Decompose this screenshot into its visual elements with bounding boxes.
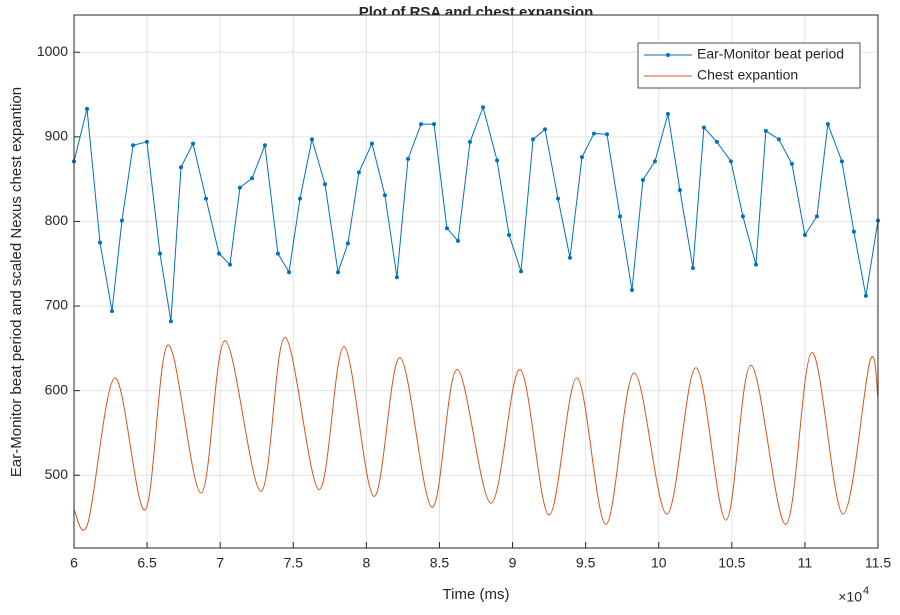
data-point — [839, 159, 844, 164]
data-point — [204, 196, 209, 201]
data-point — [456, 238, 461, 243]
data-point — [144, 139, 149, 144]
plot-area — [74, 15, 878, 548]
y-tick-label: 800 — [45, 212, 69, 228]
x-exponent-power: 4 — [863, 585, 869, 597]
data-point — [531, 137, 536, 142]
data-point — [382, 193, 387, 198]
data-point — [542, 127, 547, 132]
x-tick-label: 11.5 — [865, 555, 891, 571]
legend-label: Chest expantion — [697, 67, 798, 83]
data-point — [604, 132, 609, 137]
data-point — [250, 176, 255, 181]
data-point — [617, 214, 622, 219]
data-point — [262, 143, 267, 148]
data-point — [753, 262, 758, 267]
data-point — [119, 218, 124, 223]
data-point — [701, 125, 706, 130]
x-exponent-base: ×10 — [838, 589, 862, 605]
data-point — [507, 232, 512, 237]
x-tick-label: 9.5 — [576, 555, 596, 571]
data-point — [237, 185, 242, 190]
data-point — [740, 214, 745, 219]
data-point — [98, 240, 103, 245]
data-point — [802, 232, 807, 237]
data-point — [763, 128, 768, 133]
data-point — [728, 159, 733, 164]
x-tick-label: 9 — [509, 555, 517, 571]
data-point — [356, 170, 361, 175]
data-point — [179, 165, 184, 170]
data-point — [110, 309, 115, 314]
data-point — [814, 214, 819, 219]
data-point — [419, 122, 424, 127]
x-tick-label: 10 — [651, 555, 667, 571]
data-point — [444, 226, 449, 231]
y-tick-label: 500 — [45, 466, 69, 482]
y-tick-label: 1000 — [37, 43, 68, 59]
data-point — [495, 158, 500, 163]
x-tick-label: 8.5 — [430, 555, 450, 571]
axes-box — [73, 14, 879, 549]
data-point — [629, 287, 634, 292]
data-point — [394, 275, 399, 280]
data-point — [714, 139, 719, 144]
data-point — [579, 155, 584, 160]
data-point — [468, 139, 473, 144]
data-point — [131, 143, 136, 148]
data-point — [287, 270, 292, 275]
data-point — [217, 251, 222, 256]
data-point — [556, 196, 561, 201]
data-point — [665, 111, 670, 116]
x-tick-label: 7 — [216, 555, 224, 571]
data-point — [519, 269, 524, 274]
data-point — [432, 122, 437, 127]
data-point — [776, 137, 781, 142]
legend-label: Ear-Monitor beat period — [697, 46, 844, 62]
data-point — [591, 131, 596, 136]
legend-marker — [666, 53, 670, 57]
x-tick-label: 6 — [70, 555, 78, 571]
data-point — [227, 262, 232, 267]
data-point — [275, 251, 280, 256]
data-point — [677, 188, 682, 193]
data-point — [825, 122, 830, 127]
data-point — [322, 182, 327, 187]
x-tick-label: 11 — [798, 555, 813, 571]
x-tick-label: 10.5 — [718, 555, 745, 571]
data-point — [789, 161, 794, 166]
y-axis-label: Ear-Monitor beat period and scaled Nexus… — [8, 87, 25, 477]
data-point — [481, 105, 486, 110]
data-point — [863, 293, 868, 298]
data-point — [168, 319, 173, 324]
data-point — [652, 159, 657, 164]
data-point — [345, 241, 350, 246]
y-tick-label: 700 — [45, 297, 69, 313]
legend-box — [637, 42, 861, 89]
y-tick-label: 900 — [45, 128, 69, 144]
data-point — [297, 196, 302, 201]
data-point — [640, 177, 645, 182]
x-tick-label: 8 — [362, 555, 370, 571]
data-point — [190, 141, 195, 146]
data-point — [690, 265, 695, 270]
data-point — [369, 141, 374, 146]
data-point — [851, 229, 856, 234]
data-point — [309, 137, 314, 142]
y-tick-label: 600 — [45, 381, 69, 397]
data-point — [406, 156, 411, 161]
series-line — [73, 336, 879, 531]
data-point — [336, 270, 341, 275]
data-point — [157, 251, 162, 256]
data-point — [567, 255, 572, 260]
x-tick-label: 6.5 — [137, 555, 157, 571]
data-point — [85, 106, 90, 111]
x-axis-label: Time (ms) — [443, 586, 510, 603]
x-tick-label: 7.5 — [284, 555, 304, 571]
